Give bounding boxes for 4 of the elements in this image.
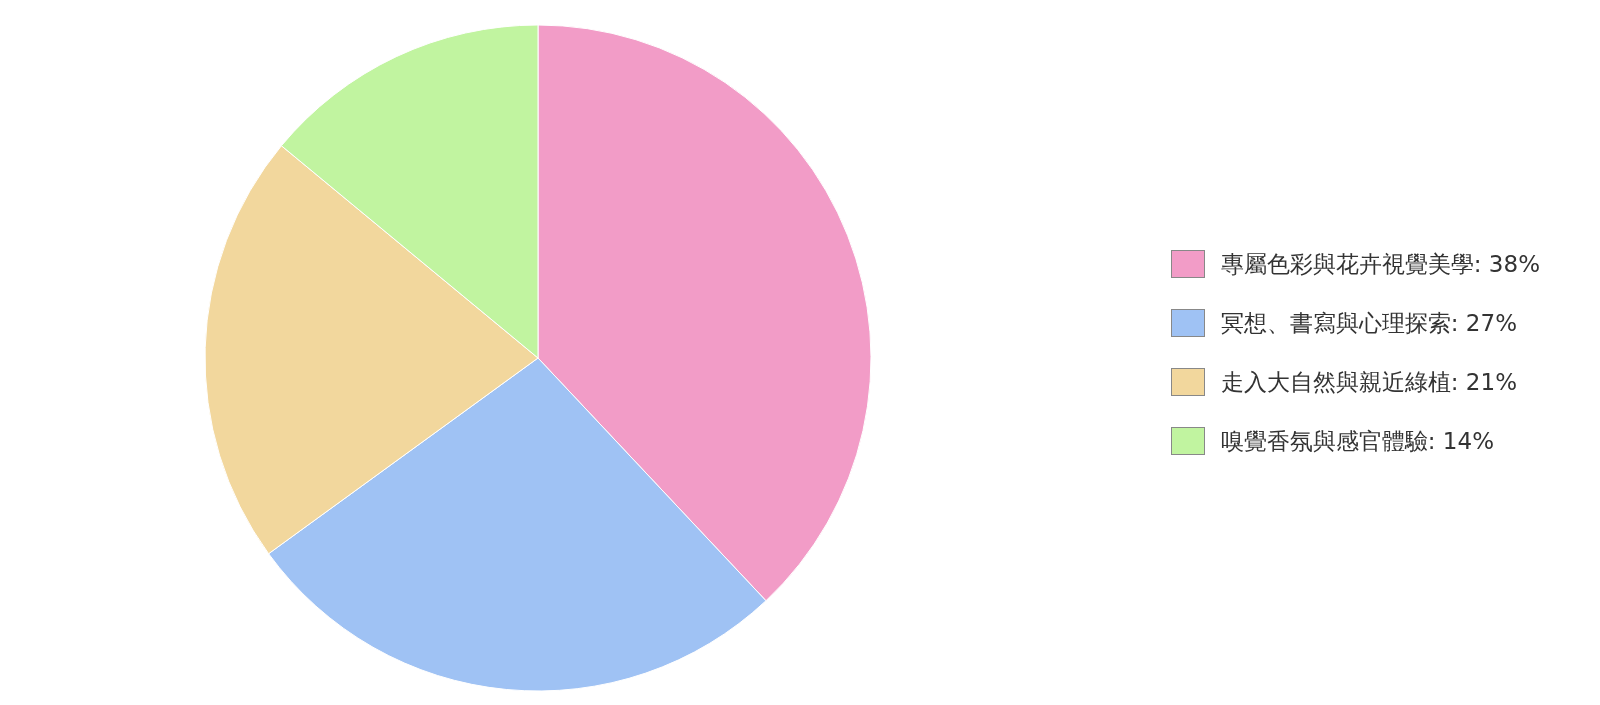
legend-label: 走入大自然與親近綠植: 21% — [1220, 367, 1517, 397]
legend-label: 嗅覺香氛與感官體驗: 14% — [1220, 426, 1494, 456]
legend-label: 專屬色彩與花卉視覺美學: 38% — [1220, 249, 1540, 279]
legend-label: 冥想、書寫與心理探索: 27% — [1220, 308, 1517, 338]
